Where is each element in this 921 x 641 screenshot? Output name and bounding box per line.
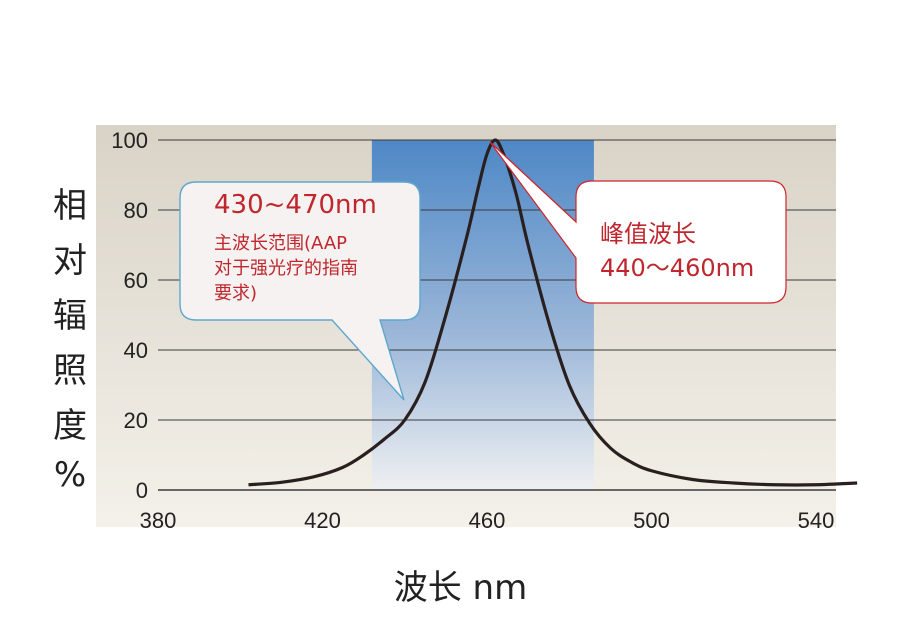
y-axis-label-char: 度	[53, 406, 87, 446]
y-axis-label-char: 相	[53, 186, 87, 226]
x-axis-label: 波长 nm	[393, 568, 528, 608]
x-tick-label: 460	[469, 508, 506, 533]
y-tick-label: 80	[124, 198, 148, 223]
x-tick-label: 540	[798, 508, 835, 533]
y-tick-label: 20	[124, 408, 148, 433]
callout-left-line: 主波长范围(AAP	[214, 233, 348, 254]
y-tick-label: 40	[124, 338, 148, 363]
y-axis-label-char: %	[53, 455, 87, 495]
callout-left-title: 430~470nm	[214, 190, 377, 220]
y-axis-label-char: 对	[53, 241, 87, 281]
y-axis-label-char: 辐	[53, 296, 87, 336]
callout-right-bubble	[489, 141, 787, 304]
callout-right-title: 峰值波长	[600, 220, 696, 248]
y-axis-label-char: 照	[53, 351, 87, 391]
y-tick-label: 0	[136, 478, 148, 503]
callout-right-range: 440〜460nm	[600, 254, 755, 282]
callout-left-bubble	[179, 181, 421, 401]
x-tick-label: 380	[140, 508, 177, 533]
x-tick-label: 500	[633, 508, 670, 533]
y-tick-label: 60	[124, 268, 148, 293]
y-tick-label: 100	[111, 128, 148, 153]
callout-left-line: 对于强光疗的指南	[214, 258, 358, 279]
x-tick-label: 420	[304, 508, 341, 533]
callout-left-line: 要求)	[214, 283, 258, 304]
